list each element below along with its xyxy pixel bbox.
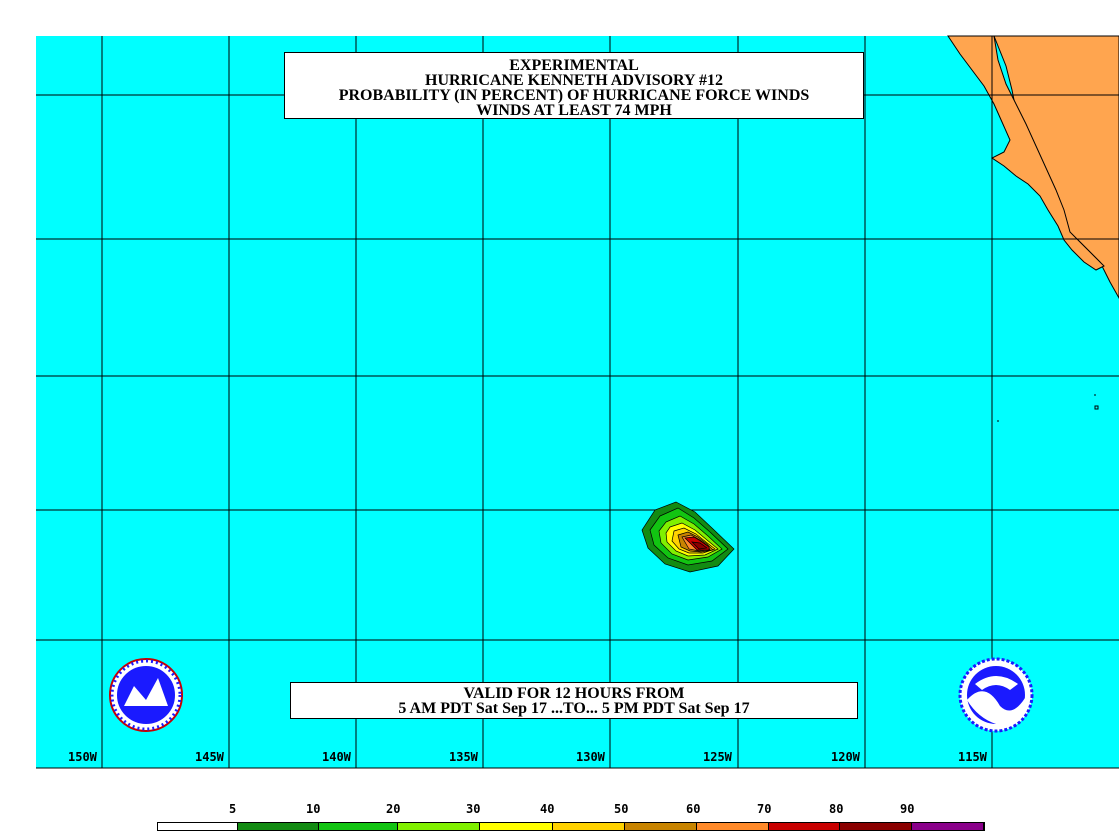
legend-swatch [768, 823, 841, 830]
legend-label: 80 [829, 802, 844, 816]
legend-label: 10 [306, 802, 321, 816]
legend-swatch [237, 823, 319, 830]
legend-swatch [158, 823, 238, 830]
legend-swatch [318, 823, 399, 830]
lon-label: 150W [68, 750, 97, 764]
legend-swatch [696, 823, 769, 830]
legend-label: 60 [686, 802, 701, 816]
lon-label: 140W [322, 750, 351, 764]
lon-label: 115W [958, 750, 987, 764]
title-line-1: EXPERIMENTAL [509, 57, 639, 74]
legend-label: 5 [229, 802, 237, 816]
title-line-4: WINDS AT LEAST 74 MPH [476, 102, 672, 119]
legend-swatch [553, 823, 625, 830]
lon-label: 120W [831, 750, 860, 764]
title-box: EXPERIMENTAL HURRICANE KENNETH ADVISORY … [284, 52, 864, 119]
legend-label: 30 [466, 802, 481, 816]
legend-swatch [912, 823, 985, 830]
valid-time-box: VALID FOR 12 HOURS FROM 5 AM PDT Sat Sep… [290, 682, 858, 719]
lon-label: 135W [449, 750, 478, 764]
lon-label: 125W [703, 750, 732, 764]
probability-contours [641, 501, 735, 573]
legend-label: 40 [540, 802, 555, 816]
legend-label: 20 [386, 802, 401, 816]
island-1 [1094, 405, 1099, 410]
legend-swatch [840, 823, 913, 830]
nws-logo-icon [109, 658, 183, 732]
title-line-2: HURRICANE KENNETH ADVISORY #12 [425, 72, 723, 89]
legend-color-bar [157, 822, 985, 831]
lon-label: 145W [195, 750, 224, 764]
legend-swatch [624, 823, 697, 830]
valid-line-1: VALID FOR 12 HOURS FROM [463, 685, 685, 702]
contour-90 [691, 541, 708, 550]
land-baja [947, 35, 1105, 271]
title-line-3: PROBABILITY (IN PERCENT) OF HURRICANE FO… [338, 87, 810, 104]
lon-label: 130W [576, 750, 605, 764]
legend-label: 70 [757, 802, 772, 816]
legend-label: 90 [900, 802, 915, 816]
valid-line-2: 5 AM PDT Sat Sep 17 ...TO... 5 PM PDT Sa… [398, 700, 750, 717]
legend-swatch [398, 823, 481, 830]
noaa-logo-icon [958, 657, 1034, 733]
legend-swatch [480, 823, 554, 830]
ocean [36, 36, 1119, 768]
legend-label: 50 [614, 802, 629, 816]
